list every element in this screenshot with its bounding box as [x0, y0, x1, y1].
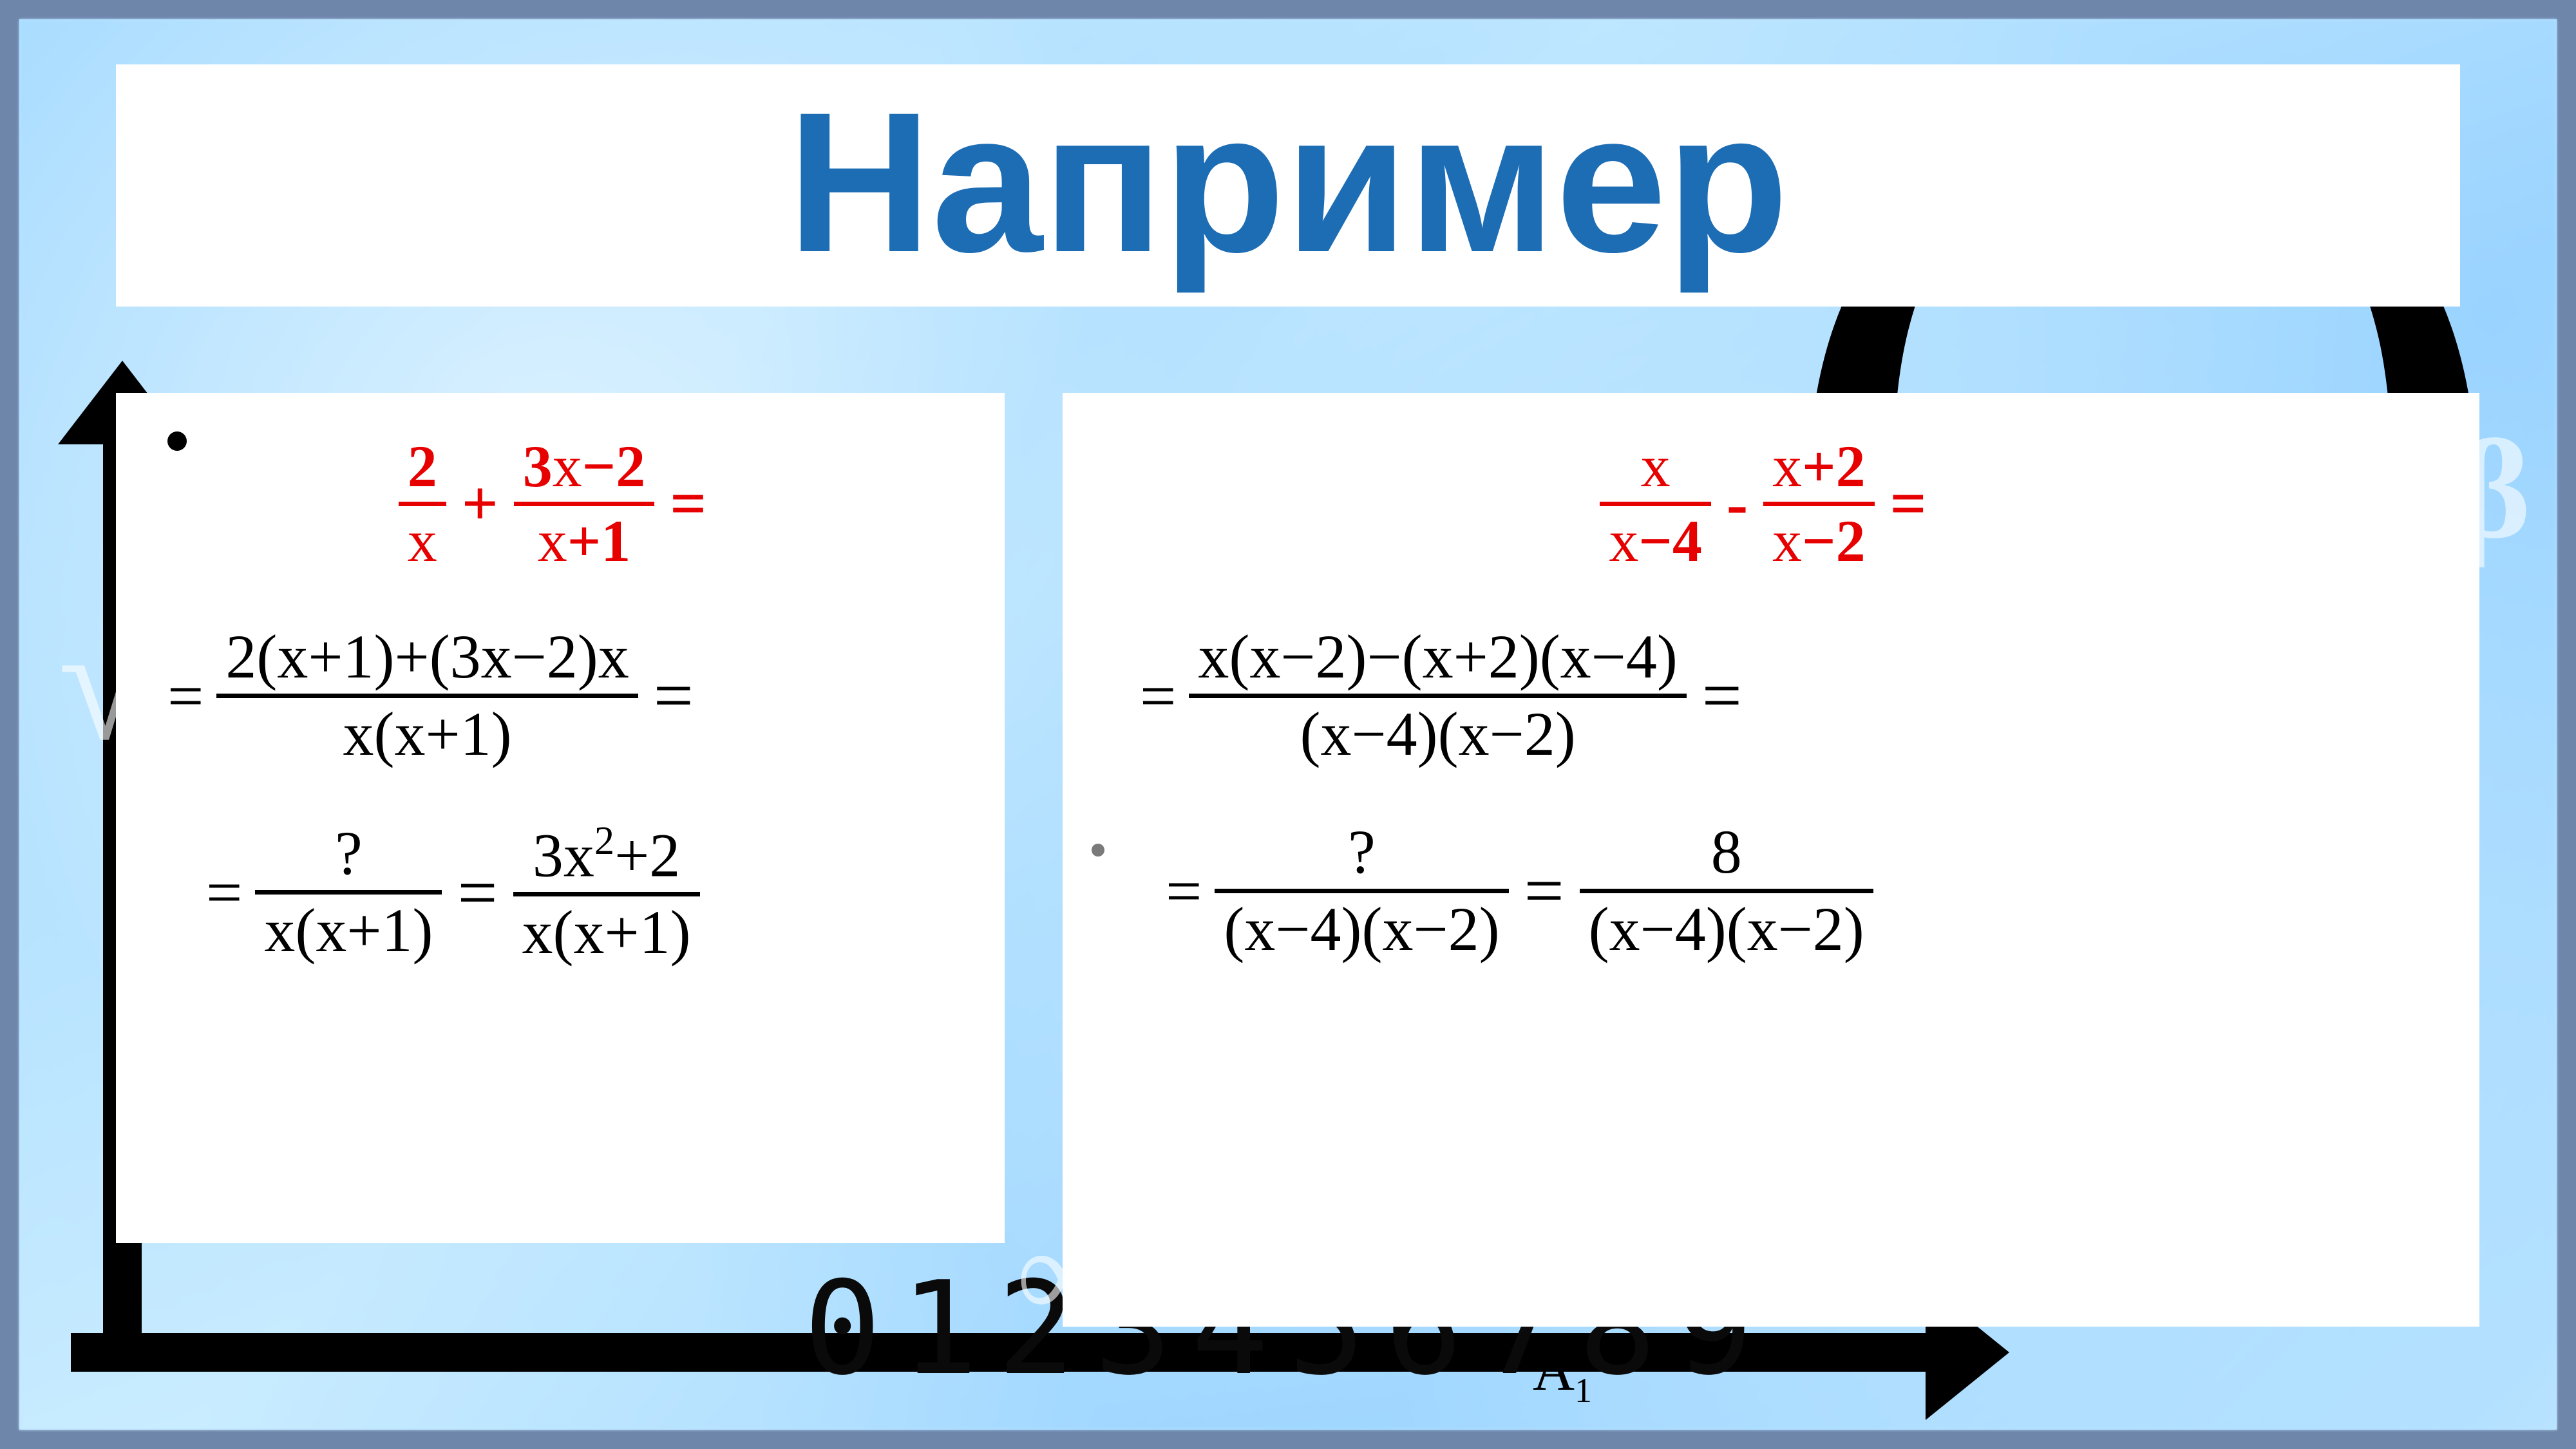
left-l1-frac2: 3x−2 x+1: [514, 431, 654, 576]
left-l3-frac2: 3x2+2 x(x+1): [513, 816, 700, 969]
equals-icon: =: [1687, 660, 1757, 731]
title-box: Например: [116, 64, 2460, 307]
right-l3-f2-num: 8: [1702, 816, 1751, 889]
left-l2-den: x(x+1): [334, 698, 521, 771]
left-l3-f2-den: x(x+1): [513, 896, 700, 969]
equals-icon: =: [1166, 854, 1215, 928]
bullet-icon: [1092, 844, 1104, 857]
equals-icon: =: [442, 857, 513, 928]
right-line-1: x x−4 - x+2 x−2 =: [1095, 431, 2447, 576]
equals-icon: =: [206, 855, 255, 929]
equals-icon: =: [167, 659, 216, 733]
left-l2-frac: 2(x+1)+(3x−2)x x(x+1): [216, 621, 638, 771]
left-l3-f2-num: 3x2+2: [524, 816, 689, 892]
slide-title: Например: [116, 77, 2460, 287]
right-l3-f1-num: ?: [1339, 816, 1385, 889]
left-line-2: = 2(x+1)+(3x−2)x x(x+1) =: [148, 621, 972, 771]
right-l1-frac2: x+2 x−2: [1763, 431, 1874, 576]
right-line-2: = x(x−2)−(x+2)(x−4) (x−4)(x−2) =: [1095, 621, 2447, 771]
bullet-icon: [167, 431, 187, 451]
right-line-3: = ? (x−4)(x−2) = 8 (x−4)(x−2): [1095, 816, 2447, 966]
left-l1-frac1-den: x: [399, 506, 446, 576]
example-panel-left: 2 x + 3x−2 x+1 = = 2(x+1)+(3x−2)x x(x+1)…: [116, 393, 1005, 1243]
right-l3-frac2: 8 (x−4)(x−2): [1580, 816, 1873, 966]
right-l2-frac: x(x−2)−(x+2)(x−4) (x−4)(x−2): [1189, 621, 1686, 771]
left-l1-frac1-num: 2: [399, 431, 446, 502]
equals-icon: =: [654, 471, 722, 536]
right-l3-f1-den: (x−4)(x−2): [1215, 893, 1508, 966]
right-l3-frac1: ? (x−4)(x−2): [1215, 816, 1508, 966]
equals-icon: =: [638, 660, 709, 731]
right-l2-den: (x−4)(x−2): [1291, 698, 1585, 771]
slide: ( ) -x 0123456789 A1 π ∑ x² √ ≈ β ∞ Напр…: [0, 0, 2576, 1449]
right-l2-num: x(x−2)−(x+2)(x−4): [1189, 621, 1686, 694]
left-l1-frac1: 2 x: [399, 431, 446, 576]
plus-icon: +: [446, 471, 514, 536]
bg-label-a1: A1: [1533, 1338, 1592, 1410]
left-l3-f1-num: ?: [326, 817, 372, 890]
example-panel-right: x x−4 - x+2 x−2 = = x(x−2)−(x+2)(x−4) (x…: [1063, 393, 2479, 1327]
left-l3-f1-den: x(x+1): [255, 895, 442, 967]
minus-icon: -: [1711, 471, 1763, 536]
left-line-3: = ? x(x+1) = 3x2+2 x(x+1): [148, 816, 972, 969]
left-line-1: 2 x + 3x−2 x+1 =: [148, 431, 972, 576]
equals-icon: =: [1875, 471, 1942, 536]
equals-icon: =: [1509, 855, 1580, 926]
right-l1-f1-num: x: [1632, 431, 1680, 502]
left-l3-frac1: ? x(x+1): [255, 817, 442, 967]
left-l2-num: 2(x+1)+(3x−2)x: [216, 621, 638, 694]
equals-icon: =: [1140, 659, 1189, 733]
right-l1-frac1: x x−4: [1600, 431, 1710, 576]
right-l3-f2-den: (x−4)(x−2): [1580, 893, 1873, 966]
